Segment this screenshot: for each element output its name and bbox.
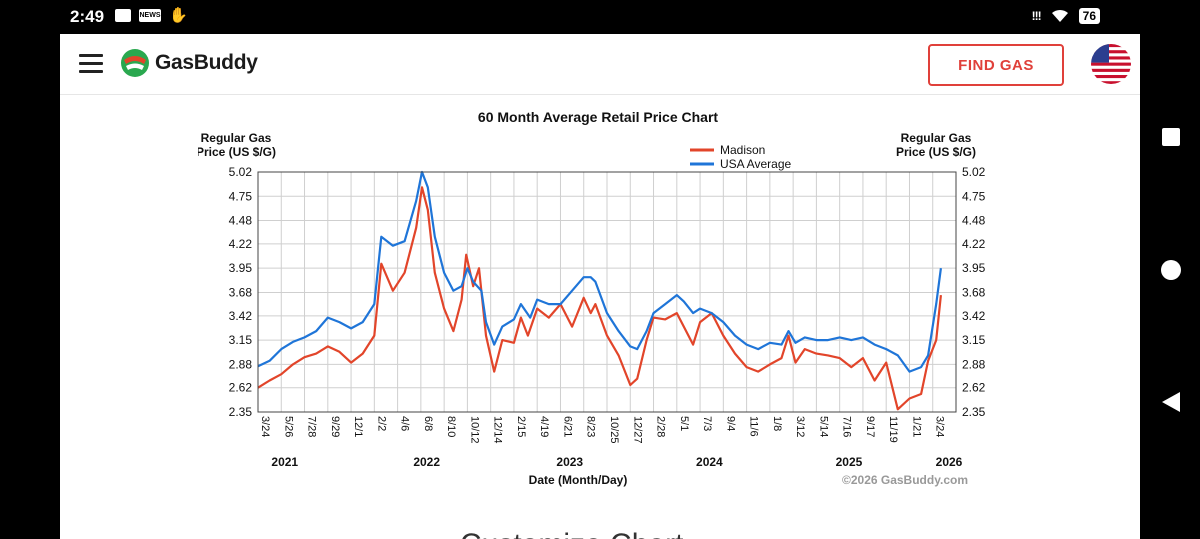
x-tick-label: 5/1 [678,416,690,431]
y-label-left-line2: Price (US $/G) [198,145,276,159]
x-tick-label: 3/24 [934,416,946,437]
y-tick-right-label: 4.48 [962,214,986,228]
x-tick-label: 7/3 [701,416,713,431]
y-tick-right-label: 2.35 [962,405,986,419]
x-tick-label: 1/21 [910,416,922,437]
web-page: GasBuddy FIND GAS 60 Month Average Retai… [60,34,1140,539]
year-label: 2023 [556,455,583,469]
x-tick-label: 4/19 [538,416,550,437]
plot-area-border [257,171,957,413]
x-tick-label: 12/1 [352,416,364,437]
y-tick-left-label: 3.42 [229,309,253,323]
series-line-madison [257,186,942,411]
y-tick-left-label: 4.48 [229,214,253,228]
y-tick-right-label: 4.22 [962,237,986,251]
x-tick-label: 5/26 [282,416,294,437]
x-tick-label: 2/2 [375,416,387,431]
y-label-left-line1: Regular Gas [201,131,272,145]
y-label-right-line2: Price (US $/G) [896,145,976,159]
x-tick-label: 9/4 [724,416,736,431]
price-chart-svg: 60 Month Average Retail Price Chart Regu… [196,102,998,494]
status-time: 2:49 [70,7,105,26]
news-icon: NEWS [139,9,161,22]
site-header: GasBuddy FIND GAS [60,34,1140,95]
x-tick-label: 12/27 [631,416,643,444]
x-tick-label: 12/14 [492,416,504,444]
year-label: 2026 [936,455,963,469]
x-tick-label: 2/15 [515,416,527,437]
x-tick-label: 6/8 [422,416,434,431]
x-tick-label: 11/19 [887,416,899,443]
y-tick-left-label: 3.95 [229,261,253,275]
y-tick-left-label: 3.15 [229,333,253,347]
year-label: 2024 [696,455,723,469]
x-tick-label: 2/28 [655,416,667,437]
message-icon [115,9,131,22]
x-tick-label: 8/23 [585,416,597,437]
y-tick-right-label: 5.02 [962,165,986,179]
x-tick-label: 8/10 [445,416,457,437]
x-tick-label: 4/6 [399,416,411,431]
navigation-bar [1140,34,1200,539]
y-label-right-line1: Regular Gas [901,131,972,145]
y-tick-left-label: 5.02 [229,165,253,179]
gasbuddy-logo-icon [121,49,149,77]
y-tick-left-label: 4.75 [229,189,253,203]
customize-chart-heading: Customize Chart [460,528,683,539]
signal-icon: !!! [1031,9,1042,23]
x-tick-label: 10/25 [608,416,620,444]
hand-icon: ✋ [169,7,188,24]
year-label: 2021 [271,455,298,469]
gasbuddy-logo[interactable]: GasBuddy [120,48,258,78]
x-tick-label: 1/8 [771,416,783,431]
x-tick-label: 5/14 [817,416,829,437]
hamburger-menu-icon[interactable] [79,54,103,73]
x-tick-label: 7/16 [841,416,853,437]
back-icon[interactable] [1162,392,1180,412]
x-tick-label: 11/6 [748,416,760,437]
us-flag-icon[interactable] [1091,44,1131,84]
x-tick-label: 9/29 [329,416,341,437]
legend-label-madison: Madison [720,143,765,157]
y-tick-right-label: 3.68 [962,285,986,299]
find-gas-button[interactable]: FIND GAS [928,44,1064,86]
y-tick-left-label: 2.35 [229,405,253,419]
x-tick-label: 7/28 [306,416,318,437]
legend-label-usa: USA Average [720,157,791,171]
recent-apps-icon[interactable] [1162,128,1180,146]
status-bar: 2:49 NEWS ✋ !!! 76 [0,0,1200,34]
y-tick-right-label: 3.42 [962,309,986,323]
x-tick-label: 6/21 [561,416,573,437]
x-tick-label: 3/24 [259,416,271,437]
y-tick-right-label: 4.75 [962,189,986,203]
x-axis-label: Date (Month/Day) [529,473,628,487]
y-tick-left-label: 2.62 [229,381,253,395]
chart-title: 60 Month Average Retail Price Chart [478,109,718,125]
chart-watermark: ©2026 GasBuddy.com [842,473,968,487]
battery-icon: 76 [1078,8,1100,24]
y-tick-left-label: 2.88 [229,357,253,371]
y-tick-left-label: 3.68 [229,285,253,299]
x-tick-label: 9/17 [864,416,876,437]
y-tick-right-label: 3.15 [962,333,986,347]
y-tick-right-label: 2.88 [962,357,986,371]
price-chart: 60 Month Average Retail Price Chart Regu… [196,102,998,494]
x-tick-label: 3/12 [794,416,806,437]
wifi-icon [1051,9,1068,22]
year-label: 2025 [836,455,863,469]
y-tick-left-label: 4.22 [229,237,253,251]
x-tick-label: 10/12 [468,416,480,444]
logo-text: GasBuddy [155,51,258,74]
year-label: 2022 [413,455,440,469]
home-icon[interactable] [1161,260,1181,280]
series-line-usa-average [257,170,942,373]
y-tick-right-label: 2.62 [962,381,986,395]
y-tick-right-label: 3.95 [962,261,986,275]
